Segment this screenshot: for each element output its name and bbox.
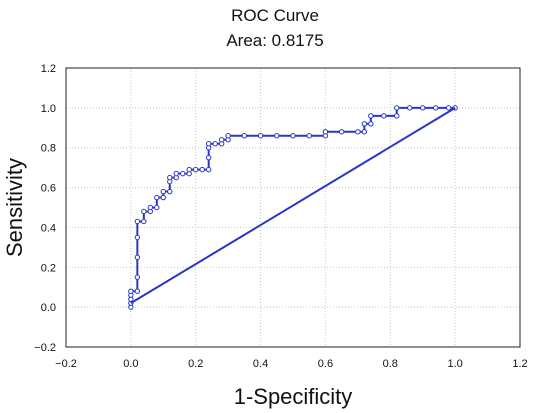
roc-point	[394, 105, 400, 111]
y-tick-label: 0.8	[41, 143, 56, 155]
tick-labels: −0.2 0.0 0.2 0.4 0.6 0.8 1.0 1.2 −0.2 0.0 0.2 0.4 0.…	[34, 63, 527, 370]
x-tick-label: 0.8	[383, 358, 398, 370]
roc-point	[167, 188, 173, 195]
roc-point	[355, 129, 361, 135]
x-tick-label: 0.0	[123, 358, 138, 370]
roc-point	[205, 141, 212, 147]
y-tick-label: 0.2	[41, 262, 56, 274]
roc-point	[141, 218, 147, 225]
roc-point	[167, 174, 173, 181]
roc-point	[257, 133, 264, 139]
roc-point	[134, 218, 141, 225]
roc-point	[274, 133, 280, 139]
roc-point	[180, 170, 186, 177]
x-tick-label: 0.4	[253, 358, 268, 370]
y-tick-label: 0.0	[41, 302, 56, 314]
x-tick-label: −0.2	[55, 358, 77, 370]
roc-point	[134, 234, 141, 241]
roc-point	[128, 288, 134, 294]
plot-frame	[65, 67, 521, 348]
roc-point	[306, 133, 312, 139]
roc-point	[141, 208, 147, 215]
reference-line	[130, 107, 456, 305]
roc-point	[361, 129, 368, 135]
x-tick-label: 1.0	[447, 358, 462, 370]
roc-point	[368, 113, 374, 119]
roc-point	[407, 105, 413, 111]
roc-point	[134, 288, 141, 294]
y-tick-label: 1.0	[41, 103, 56, 115]
roc-point	[154, 204, 160, 211]
series	[128, 105, 458, 310]
roc-point	[338, 129, 345, 135]
chart-title: ROC Curve	[231, 6, 319, 25]
roc-point	[154, 194, 160, 201]
chart-subtitle: Area: 0.8175	[226, 31, 324, 50]
roc-point	[205, 166, 212, 173]
roc-point	[241, 133, 248, 139]
roc-point	[134, 254, 141, 261]
y-tick-label: −0.2	[34, 342, 56, 354]
roc-point	[322, 129, 329, 135]
y-axis-label: Sensitivity	[2, 158, 27, 257]
roc-point	[394, 113, 400, 119]
y-tick-label: 1.2	[41, 63, 56, 75]
y-tick-label: 0.6	[41, 183, 56, 195]
roc-point	[160, 188, 166, 195]
roc-point	[186, 166, 192, 173]
roc-point	[160, 194, 166, 201]
roc-point	[225, 133, 231, 139]
roc-point	[218, 137, 225, 143]
roc-point	[193, 166, 199, 173]
roc-point	[134, 274, 141, 280]
roc-point	[205, 154, 212, 161]
roc-point	[368, 121, 374, 127]
roc-point	[381, 113, 387, 119]
roc-point	[173, 170, 179, 177]
roc-point	[432, 105, 439, 111]
roc-point	[199, 166, 205, 173]
x-tick-label: 1.2	[512, 358, 527, 370]
x-tick-label: 0.6	[318, 358, 333, 370]
roc-point	[445, 105, 452, 111]
roc-point	[212, 141, 218, 147]
roc-curve-line	[129, 106, 456, 308]
roc-point	[420, 105, 426, 111]
roc-point	[290, 133, 296, 139]
roc-point	[361, 121, 368, 127]
x-axis-label: 1-Specificity	[234, 384, 353, 409]
x-tick-label: 0.2	[188, 358, 203, 370]
roc-point	[147, 204, 154, 211]
y-tick-label: 0.4	[41, 222, 56, 234]
